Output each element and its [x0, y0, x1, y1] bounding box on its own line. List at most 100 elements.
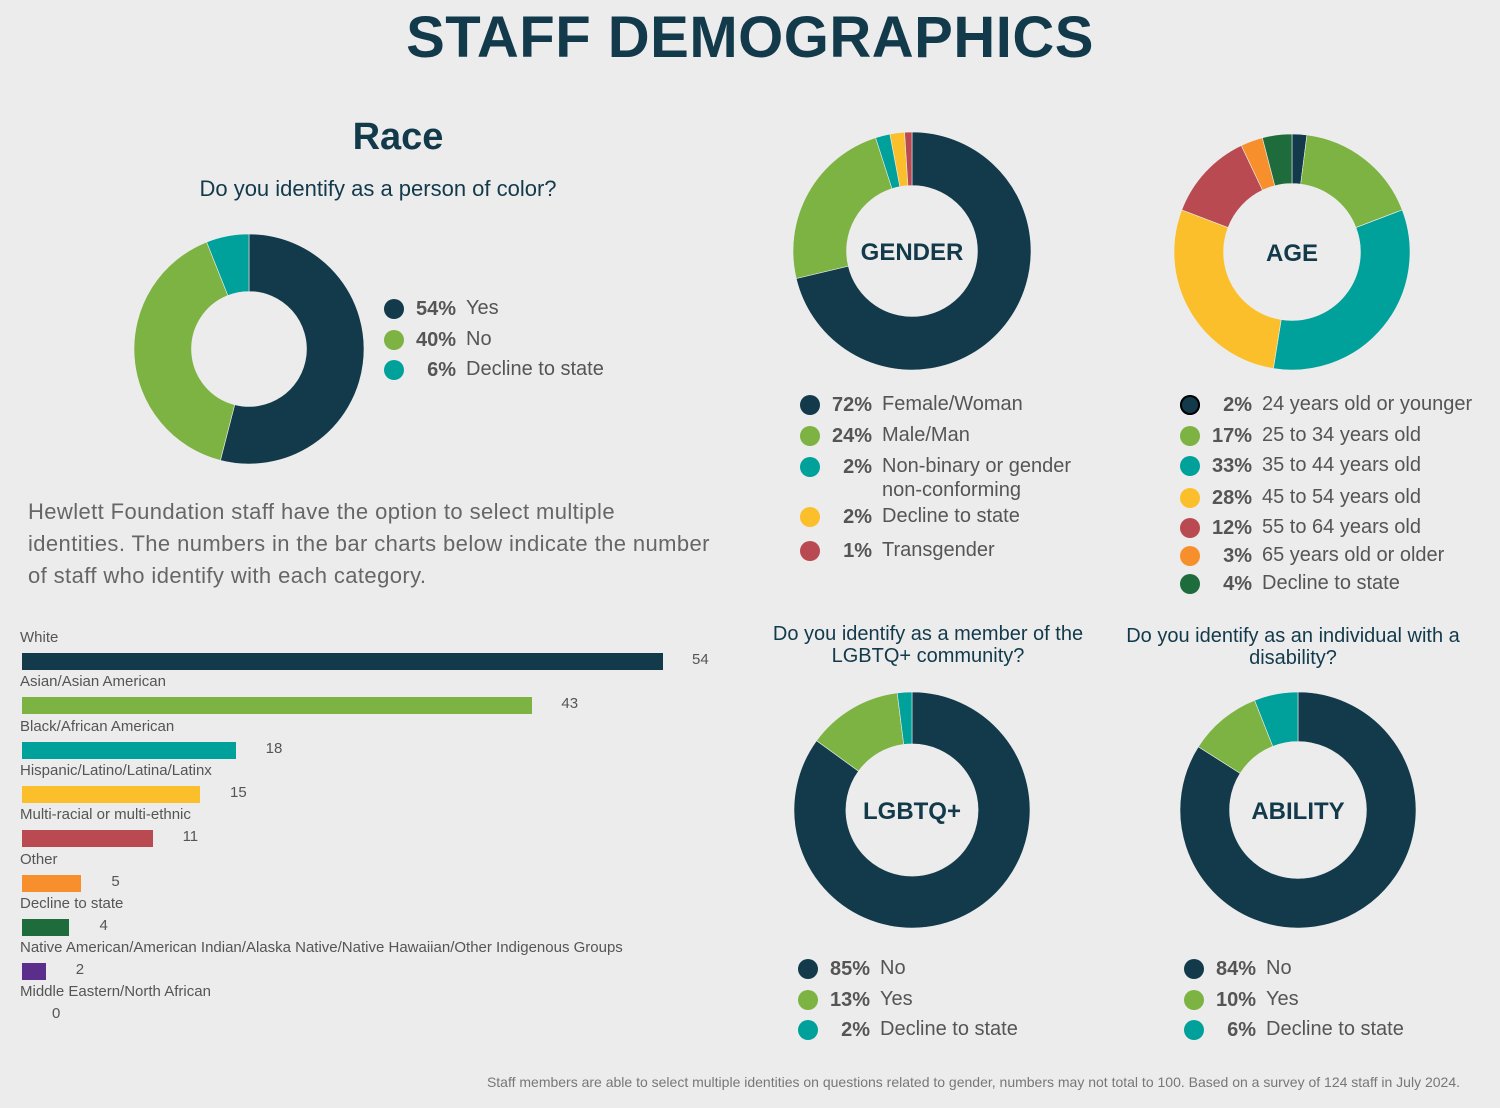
gender-legend-label: Decline to state — [882, 505, 1020, 527]
poc-legend-dot — [384, 330, 404, 350]
gender-slice-0 — [795, 132, 1031, 370]
age-legend-pct: 17% — [1211, 425, 1252, 447]
gender-legend-pct: 2% — [843, 506, 872, 528]
ability-legend-item: 10% Yes — [1184, 987, 1464, 1015]
age-legend-dot — [1180, 574, 1200, 594]
race-bar-label: Hispanic/Latino/Latina/Latinx — [20, 761, 212, 779]
age-legend-item: 28% 45 to 54 years old — [1180, 485, 1490, 513]
race-bar — [22, 874, 82, 892]
poc-donut-chart — [134, 234, 364, 464]
race-bar-value: 54 — [692, 651, 709, 668]
lgbtq-legend: 85% No 13% Yes 2% Decline to state — [798, 956, 1078, 1048]
age-legend-pct: 33% — [1211, 455, 1252, 477]
race-bar-value: 15 — [230, 783, 247, 801]
gender-legend-dot — [800, 395, 820, 415]
age-legend-item: 3% 65 years old or older — [1180, 543, 1490, 571]
gender-legend-pct: 72% — [831, 394, 872, 416]
multiple-identities-note: Hewlett Foundation staff have the option… — [28, 499, 710, 588]
age-legend-dot — [1180, 546, 1200, 566]
lgbtq-legend-item: 13% Yes — [798, 987, 1078, 1015]
gender-legend-item: 2% Decline to state — [800, 504, 1100, 532]
lgbtq-legend-pct: 85% — [829, 958, 870, 980]
gender-legend-label: Non-binary or gender non-conforming — [882, 455, 1071, 501]
poc-legend-pct: 40% — [415, 329, 456, 351]
race-bar — [22, 653, 663, 670]
gender-legend-dot — [800, 507, 820, 527]
lgbtq-question: Do you identify as a member of the LGBTQ… — [772, 623, 1084, 667]
ability-legend-label: Decline to state — [1266, 1018, 1404, 1040]
poc-legend-label: No — [466, 328, 492, 350]
age-legend-label: 55 to 64 years old — [1262, 516, 1421, 538]
gender-legend-dot — [800, 457, 820, 477]
poc-slice-2 — [206, 234, 250, 296]
poc-legend-item: 54% Yes — [384, 296, 644, 324]
ability-legend-item: 6% Decline to state — [1184, 1017, 1464, 1045]
lgbtq-legend-dot — [798, 959, 818, 979]
poc-legend-pct: 6% — [427, 359, 456, 381]
poc-legend-dot — [384, 360, 404, 380]
lgbtq-legend-dot — [798, 990, 818, 1010]
poc-legend-dot — [384, 299, 404, 319]
race-bar — [22, 741, 236, 759]
ability-donut-title: ABILITY — [1251, 798, 1344, 825]
age-legend-label: 24 years old or younger — [1262, 393, 1473, 415]
lgbtq-legend-label: No — [880, 957, 906, 979]
gender-legend-label: Female/Woman — [882, 393, 1023, 415]
age-legend-item: 12% 55 to 64 years old — [1180, 515, 1490, 543]
lgbtq-slice-2 — [896, 692, 913, 745]
age-slice-3 — [1174, 209, 1282, 369]
age-slice-2 — [1273, 209, 1410, 370]
age-legend-item: 4% Decline to state — [1180, 571, 1490, 599]
gender-legend-item: 72% Female/Woman — [800, 392, 1100, 420]
age-legend-pct: 4% — [1223, 573, 1252, 595]
race-heading: Race — [352, 116, 444, 158]
lgbtq-slice-0 — [794, 692, 1030, 928]
age-legend-pct: 12% — [1211, 517, 1252, 539]
race-bar-value: 11 — [182, 828, 199, 846]
ability-slice-0 — [1180, 692, 1416, 928]
race-bar-label: Middle Eastern/North African — [20, 983, 211, 1001]
gender-slice-4 — [904, 132, 913, 186]
age-legend-pct: 28% — [1211, 487, 1252, 509]
age-legend-item: 17% 25 to 34 years old — [1180, 423, 1490, 451]
lgbtq-donut-title: LGBTQ+ — [863, 798, 961, 825]
poc-legend-item: 40% No — [384, 327, 644, 355]
poc-legend-item: 6% Decline to state — [384, 357, 644, 385]
age-legend-label: 45 to 54 years old — [1262, 486, 1421, 508]
lgbtq-legend-item: 85% No — [798, 956, 1078, 984]
race-bar-chart: White 54 Asian/Asian American 43 Black/Afric… — [0, 628, 740, 1028]
gender-legend-pct: 2% — [843, 456, 872, 478]
ability-legend-dot — [1184, 1020, 1204, 1040]
age-legend-label: 25 to 34 years old — [1262, 424, 1421, 446]
age-legend-dot — [1180, 456, 1200, 476]
lgbtq-legend-label: Decline to state — [880, 1018, 1018, 1040]
gender-donut-title: GENDER — [861, 239, 964, 266]
lgbtq-legend-item: 2% Decline to state — [798, 1017, 1078, 1045]
age-slice-6 — [1261, 134, 1293, 187]
gender-donut-chart: GENDER — [793, 132, 1031, 370]
gender-legend-label: Transgender — [882, 539, 995, 561]
ability-slice-2 — [1254, 692, 1299, 747]
age-legend-dot — [1180, 518, 1200, 538]
gender-slice-1 — [793, 137, 893, 279]
ability-legend-pct: 10% — [1215, 989, 1256, 1011]
gender-legend-item: 2% Non-binary or gender non-conforming — [800, 454, 1100, 501]
race-bar-value: 0 — [52, 1005, 61, 1023]
race-bar-value: 18 — [265, 739, 283, 757]
age-legend-label: 65 years old or older — [1262, 544, 1445, 566]
age-legend-dot — [1180, 488, 1200, 508]
gender-legend-pct: 1% — [843, 540, 872, 562]
ability-legend-pct: 84% — [1215, 958, 1256, 980]
gender-legend-pct: 24% — [831, 425, 872, 447]
age-legend-pct: 3% — [1223, 545, 1252, 567]
poc-legend-label: Yes — [466, 297, 499, 319]
age-legend-item: 33% 35 to 44 years old — [1180, 453, 1490, 481]
gender-legend-label: Male/Man — [882, 424, 970, 446]
race-bar — [22, 918, 70, 936]
race-bar-value: 4 — [99, 916, 108, 934]
ability-legend-pct: 6% — [1227, 1019, 1256, 1041]
lgbtq-legend-label: Yes — [880, 988, 913, 1010]
ability-legend-label: No — [1266, 957, 1292, 979]
age-donut-chart: AGE — [1174, 134, 1410, 370]
race-question: Do you identify as a person of color? — [199, 176, 557, 201]
